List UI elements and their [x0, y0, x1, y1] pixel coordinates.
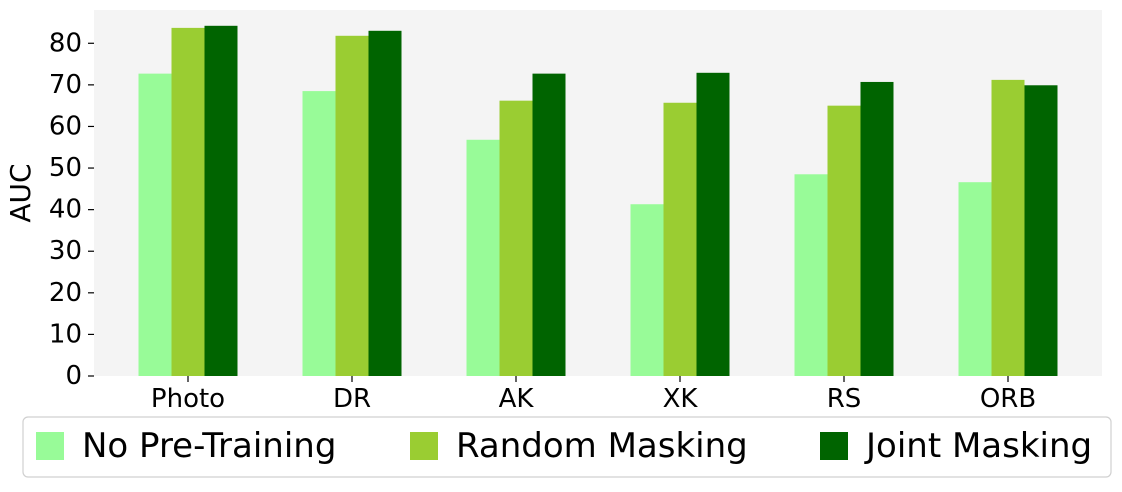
bar-orb-series-3 — [1024, 85, 1058, 376]
bar-photo-series-3 — [204, 25, 238, 377]
legend-swatch-series-3 — [820, 432, 848, 460]
bar-photo-series-1 — [138, 73, 172, 376]
x-axis: Photo DR AK XK RS ORB — [151, 376, 1036, 414]
legend-swatch-series-1 — [36, 432, 64, 460]
y-tick-label: 30 — [49, 236, 82, 266]
legend: No Pre-Training Random Masking Joint Maski… — [22, 416, 1112, 478]
bar-rs-series-2 — [827, 105, 861, 376]
y-axis-label: AUC — [4, 163, 37, 222]
legend-label-series-3: Joint Masking — [864, 426, 1092, 466]
bar-ak-series-1 — [466, 139, 500, 376]
x-tick-label-orb: ORB — [980, 384, 1036, 414]
legend-label-series-2: Random Masking — [456, 426, 748, 466]
x-tick-label-dr: DR — [333, 384, 371, 414]
x-tick-label-rs: RS — [827, 384, 862, 414]
y-tick-label: 0 — [65, 361, 82, 391]
bar-ak-series-2 — [499, 100, 533, 377]
x-tick-label-ak: AK — [499, 384, 535, 414]
plot-background — [94, 10, 1102, 376]
bar-dr-series-2 — [335, 35, 369, 376]
y-tick-label: 70 — [49, 70, 82, 100]
bar-rs-series-3 — [860, 81, 894, 376]
x-tick-label-photo: Photo — [151, 384, 225, 414]
x-tick-label-xk: XK — [663, 384, 699, 414]
y-tick-label: 50 — [49, 153, 82, 183]
bar-ak-series-3 — [532, 73, 566, 376]
bar-xk-series-3 — [696, 72, 730, 377]
bar-dr-series-1 — [302, 91, 336, 376]
legend-label-series-1: No Pre-Training — [82, 426, 336, 466]
bar-dr-series-3 — [368, 30, 402, 377]
legend-swatch-series-2 — [410, 432, 438, 460]
y-tick-label: 80 — [49, 28, 82, 58]
y-tick-label: 20 — [49, 278, 82, 308]
bar-xk-series-1 — [630, 204, 664, 376]
bar-rs-series-1 — [794, 174, 828, 376]
bar-orb-series-2 — [991, 79, 1025, 377]
bar-xk-series-2 — [663, 102, 697, 376]
bars-group — [138, 25, 1058, 377]
y-tick-label: 10 — [49, 319, 82, 349]
y-tick-label: 40 — [49, 195, 82, 225]
bar-orb-series-1 — [958, 182, 992, 376]
y-tick-label: 60 — [49, 111, 82, 141]
y-axis: 0 10 20 30 40 50 60 70 80 — [49, 28, 94, 391]
bar-photo-series-2 — [171, 27, 205, 376]
